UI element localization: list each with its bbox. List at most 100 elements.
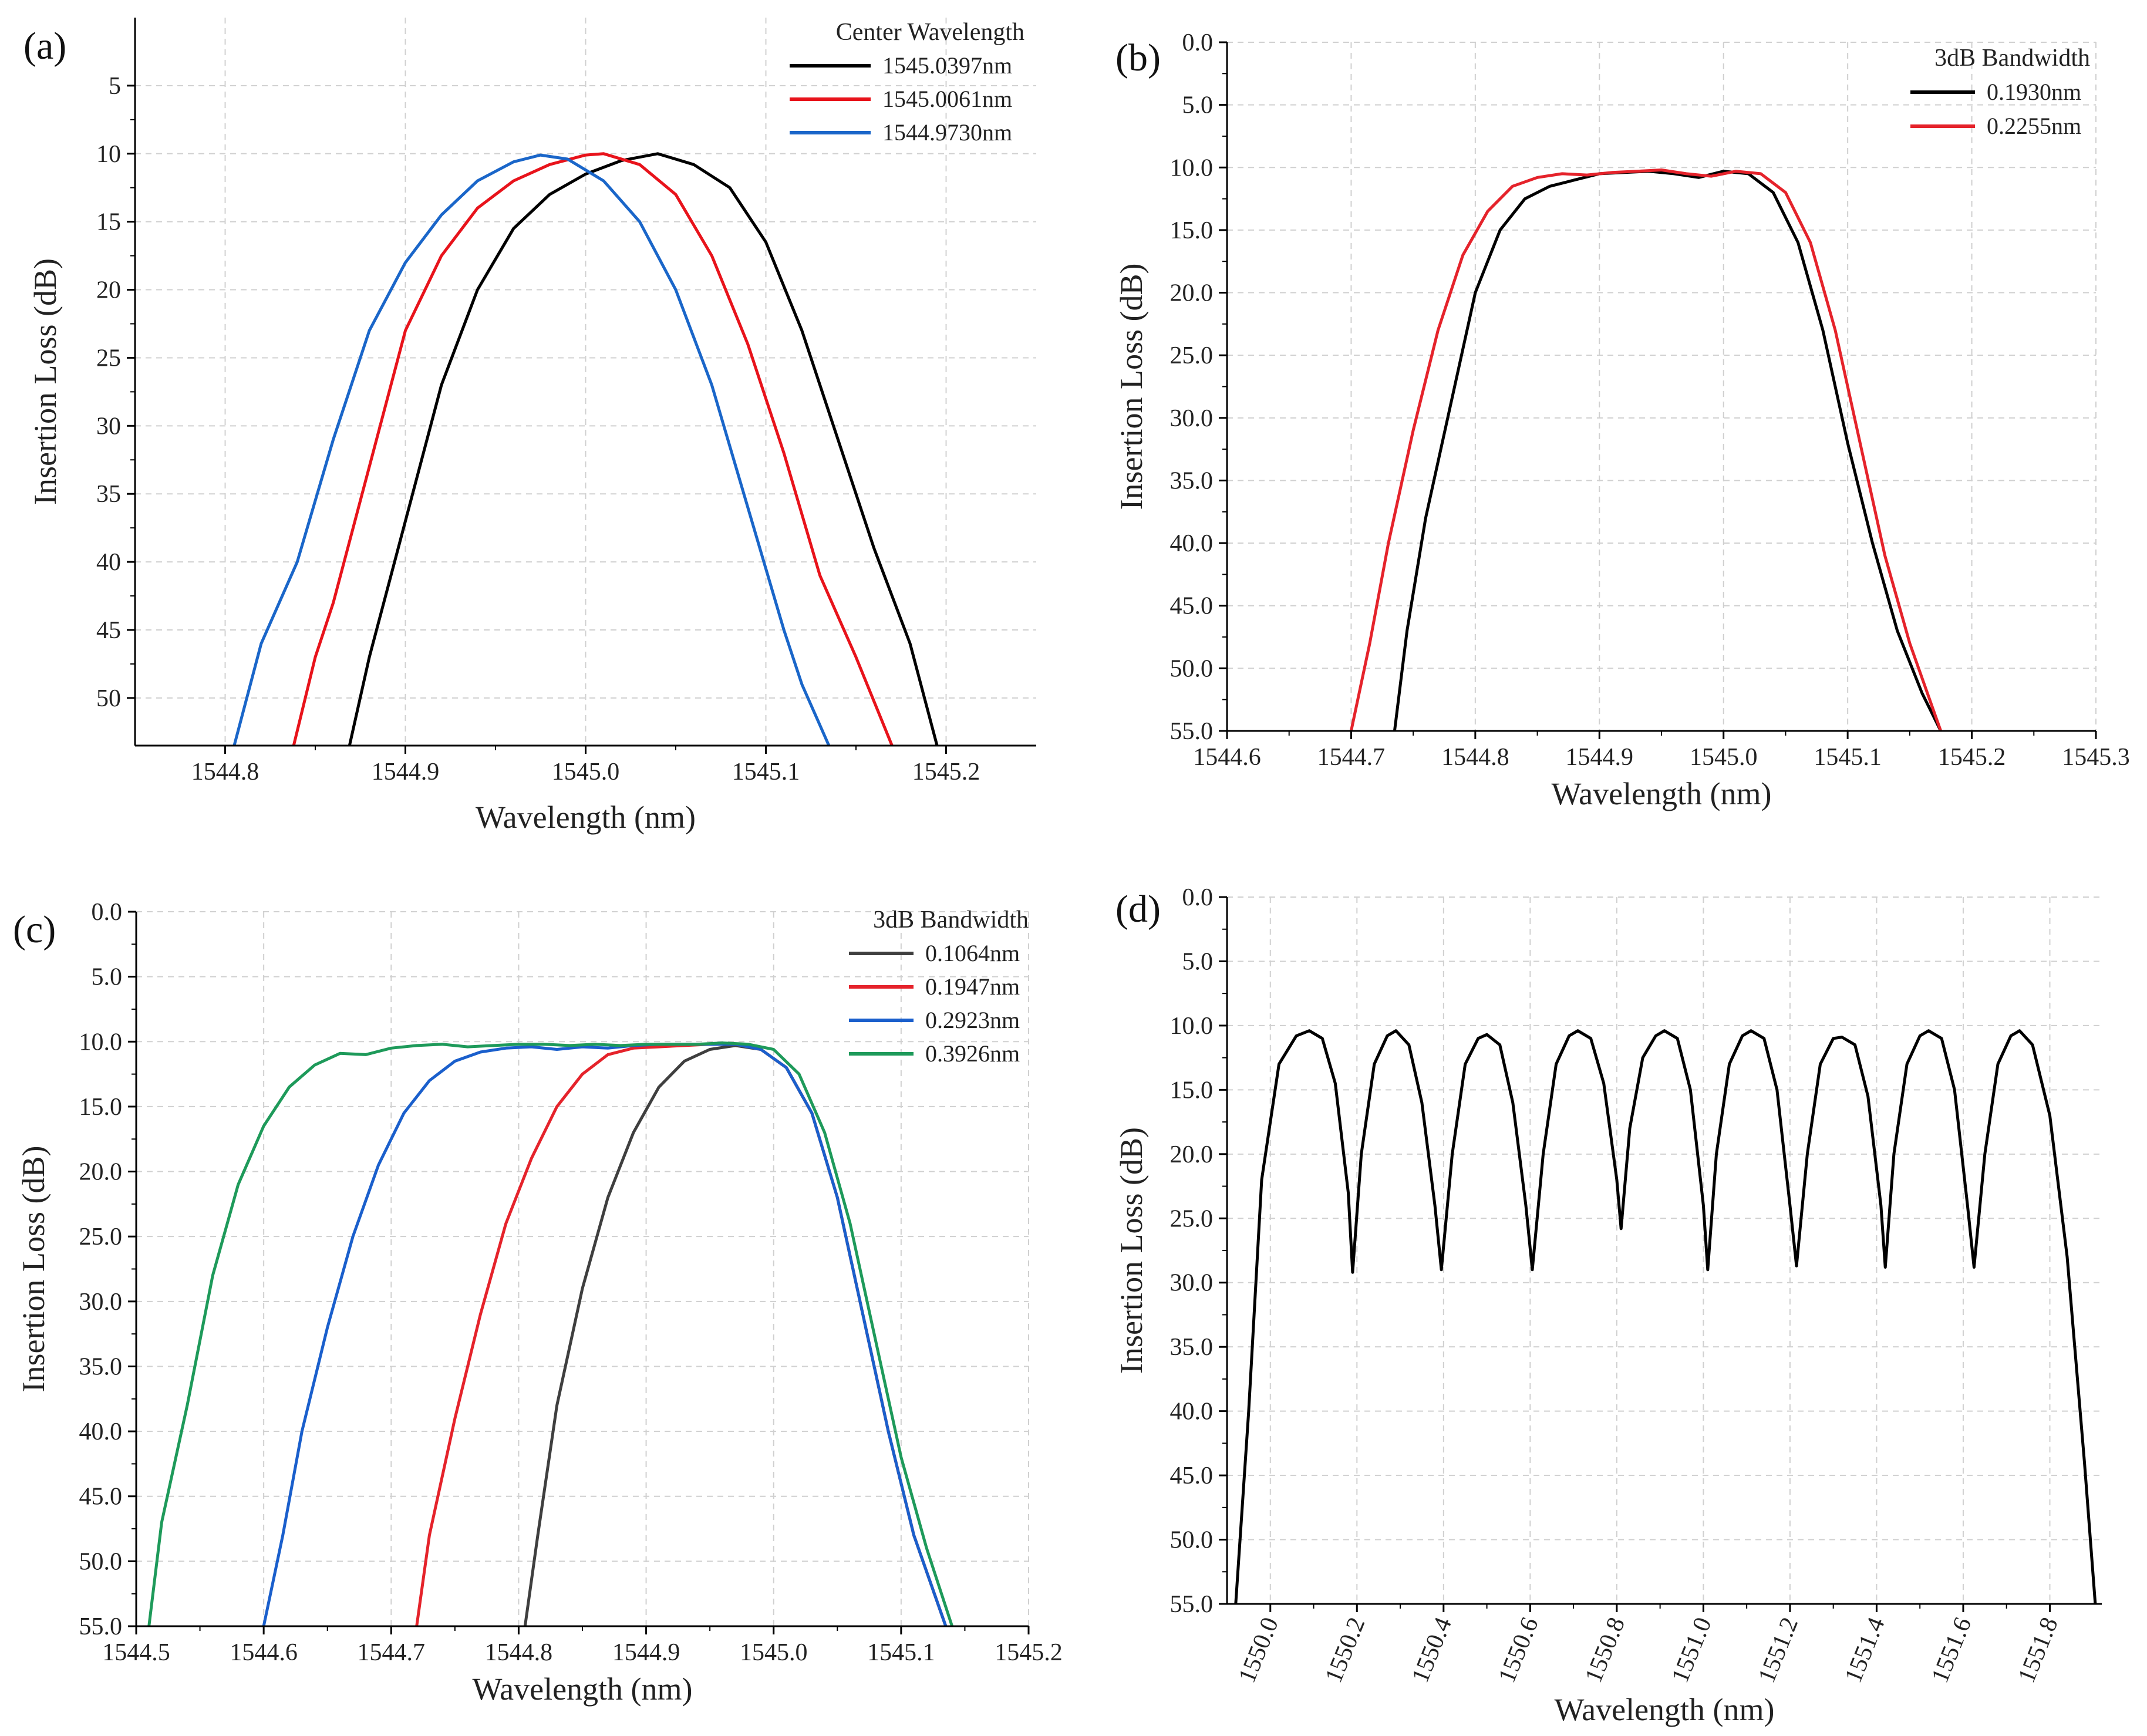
series-line-1545.0397nm: [348, 152, 939, 746]
x-tick-label: 1545.2: [1938, 744, 2006, 771]
y-tick-label: 15.0: [1170, 1077, 1214, 1104]
y-axis-title: Insertion Loss (dB): [28, 258, 63, 505]
y-tick-label: 25.0: [79, 1223, 123, 1250]
series-line-1545.0061nm: [292, 152, 894, 746]
x-tick-label: 1544.9: [1566, 744, 1634, 771]
x-tick-label: 1545.2: [912, 759, 980, 786]
x-tick-label: 1544.7: [1317, 744, 1386, 771]
y-tick-label: 50: [96, 685, 121, 712]
legend: 3dB Bandwidth 0.1064nm 0.1947nm 0.2923nm 0.3…: [849, 906, 1029, 1067]
y-tick-label: 35.0: [1170, 1334, 1214, 1361]
legend: Center Wavelength 1545.0397nm 1545.0061nm 1…: [790, 19, 1024, 146]
y-tick-label: 10.0: [1170, 154, 1214, 181]
y-tick-label: 30.0: [1170, 1270, 1214, 1297]
y-tick-label: 35: [96, 481, 121, 508]
y-axis-title: Insertion Loss (dB): [16, 1146, 51, 1393]
x-tick-label: 1544.6: [230, 1639, 298, 1666]
legend-entry-label: 1544.9730nm: [882, 119, 1012, 146]
x-tick-label: 1544.8: [191, 759, 259, 786]
y-tick-label: 10.0: [1170, 1013, 1214, 1040]
y-tick-label: 5.0: [1182, 92, 1214, 119]
series-group: [1349, 168, 1943, 731]
series-line-0.1930nm: [1393, 170, 1942, 731]
x-tick-label: 1545.2: [995, 1639, 1063, 1666]
y-tick-label: 0.0: [1182, 884, 1214, 911]
y-tick-label: 15.0: [1170, 217, 1214, 244]
y-tick-label: 25: [96, 345, 121, 372]
y-tick-label: 20: [96, 277, 121, 304]
chart-panel-4: 0.0 5.0 10.0 15.0 20.0 25.0 30.0 35.0 40.0 45.0 50…: [1114, 884, 2102, 1727]
grid: [136, 911, 1029, 1627]
x-tick-label: 1551.4: [1840, 1614, 1890, 1687]
y-tick-label: 20.0: [79, 1159, 123, 1186]
y-tick-label: 5: [109, 73, 121, 100]
x-tick-label: 1544.8: [485, 1639, 553, 1666]
x-tick-label: 1545.1: [867, 1639, 935, 1666]
chart-panel-3: 0.0 5.0 10.0 15.0 20.0 25.0 30.0 35.0 40.0 45.0 50…: [13, 899, 1063, 1707]
grid: [1226, 42, 2097, 732]
panel-label: (c): [13, 908, 56, 951]
series-line-comb: [1234, 1029, 2097, 1604]
y-tick-label: 45.0: [79, 1484, 123, 1511]
x-tick-label: 1545.1: [1814, 744, 1882, 771]
panel-label: (a): [23, 25, 66, 68]
y-tick-label: 40.0: [79, 1418, 123, 1445]
y-tick-label: 15: [96, 209, 121, 236]
chart-panel-1: 5 10 15 20 25 30 35 40 45 50 1544.8 1544.9 1545.0 154…: [23, 18, 1036, 835]
y-tick-label: 30: [96, 413, 121, 440]
y-tick-label: 40.0: [1170, 530, 1214, 557]
series-line-0.2255nm: [1349, 168, 1943, 731]
series-line-1544.9730nm: [232, 153, 831, 746]
legend-entry-label: 0.3926nm: [925, 1040, 1020, 1067]
series-group: [232, 152, 939, 746]
series-group: [147, 1041, 954, 1626]
x-tick-label: 1544.9: [372, 759, 440, 786]
series-line-0.2923nm: [262, 1043, 948, 1626]
x-tick-label: 1545.0: [1690, 744, 1758, 771]
chart-panel-2: 0.0 5.0 10.0 15.0 20.0 25.0 30.0 35.0 40.0 45.0 50…: [1114, 29, 2130, 811]
y-tick-label: 30.0: [79, 1289, 123, 1316]
legend-entry-label: 1545.0397nm: [882, 52, 1012, 79]
x-tick-label: 1550.4: [1407, 1614, 1457, 1687]
y-tick-label: 55.0: [1170, 1591, 1214, 1618]
y-tick-label: 55.0: [1170, 718, 1214, 745]
x-tick-label: 1545.1: [732, 759, 800, 786]
series-group: [1234, 1029, 2097, 1604]
y-tick-label: 5.0: [92, 964, 123, 991]
y-tick-label: 0.0: [92, 899, 123, 926]
legend-title: Center Wavelength: [836, 19, 1024, 46]
x-tick-label: 1544.6: [1193, 744, 1261, 771]
x-tick-label: 1545.3: [2062, 744, 2130, 771]
x-tick-label: 1544.7: [358, 1639, 426, 1666]
x-tick-label: 1550.6: [1494, 1614, 1544, 1687]
x-tick-label: 1551.0: [1667, 1614, 1717, 1687]
y-tick-label: 25.0: [1170, 342, 1214, 369]
x-tick-label: 1544.9: [612, 1639, 680, 1666]
y-tick-label: 20.0: [1170, 280, 1214, 307]
x-tick-label: 1544.5: [102, 1639, 170, 1666]
x-tick-label: 1545.0: [740, 1639, 808, 1666]
x-tick-label: 1551.2: [1753, 1614, 1804, 1687]
y-tick-label: 25.0: [1170, 1205, 1214, 1232]
y-tick-label: 35.0: [79, 1353, 123, 1380]
y-tick-label: 10.0: [79, 1029, 123, 1056]
x-tick-label: 1550.0: [1233, 1614, 1284, 1687]
y-tick-label: 50.0: [79, 1548, 123, 1575]
y-tick-label: 40.0: [1170, 1398, 1214, 1425]
x-tick-label: 1551.6: [1926, 1614, 1977, 1687]
legend-title: 3dB Bandwidth: [873, 906, 1029, 933]
legend-entry-label: 1545.0061nm: [882, 86, 1012, 112]
y-tick-label: 15.0: [79, 1094, 123, 1121]
legend-entry-label: 0.2255nm: [1987, 113, 2081, 139]
x-tick-label: 1544.8: [1441, 744, 1509, 771]
y-tick-label: 45.0: [1170, 593, 1214, 620]
x-axis-title: Wavelength (nm): [472, 1671, 692, 1707]
y-tick-label: 50.0: [1170, 1527, 1214, 1554]
y-tick-label: 45.0: [1170, 1462, 1214, 1489]
legend-entry-label: 0.1930nm: [1987, 79, 2081, 105]
y-tick-label: 20.0: [1170, 1141, 1214, 1168]
y-tick-label: 10: [96, 141, 121, 168]
y-tick-label: 5.0: [1182, 948, 1214, 975]
x-axis-title: Wavelength (nm): [1554, 1692, 1774, 1727]
